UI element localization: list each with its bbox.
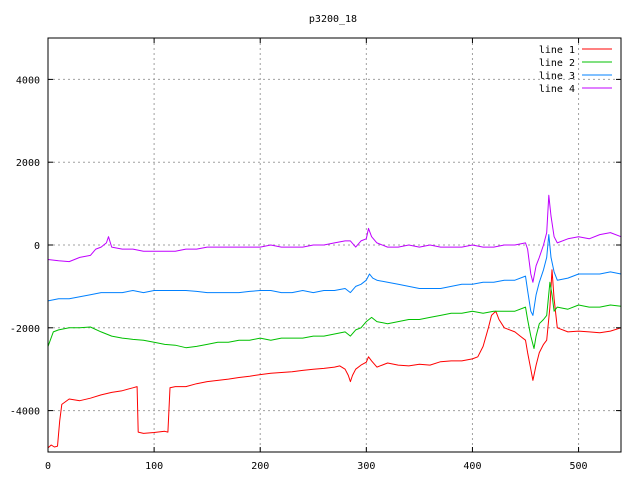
legend-label: line 2 — [539, 58, 575, 69]
series-line-3 — [47, 234, 622, 316]
x-tick-label: 400 — [463, 461, 481, 472]
x-tick-label: 300 — [357, 461, 375, 472]
x-tick-label: 0 — [45, 461, 51, 472]
series-layer — [47, 194, 622, 449]
y-tick-label: 0 — [34, 241, 40, 252]
series-line-1 — [47, 269, 622, 449]
legend-label: line 4 — [539, 84, 575, 95]
x-tick-label: 500 — [570, 461, 588, 472]
legend-label: line 3 — [539, 71, 575, 82]
y-tick-label: 2000 — [16, 158, 40, 169]
legend-label: line 1 — [539, 45, 575, 56]
chart-title: p3200_18 — [309, 14, 357, 25]
legend: line 1 line 2 line 3 line 4 — [539, 45, 612, 95]
x-tick-label: 200 — [251, 461, 269, 472]
y-tick-label: -4000 — [10, 407, 40, 418]
y-tick-label: -2000 — [10, 324, 40, 335]
axes: 0 100 200 300 400 500 -4000 -2000 0 2000 4000 — [10, 37, 622, 472]
series-line-4 — [47, 194, 622, 283]
x-tick-label: 100 — [145, 461, 163, 472]
series-line-2 — [47, 281, 622, 349]
y-tick-label: 4000 — [16, 75, 40, 86]
